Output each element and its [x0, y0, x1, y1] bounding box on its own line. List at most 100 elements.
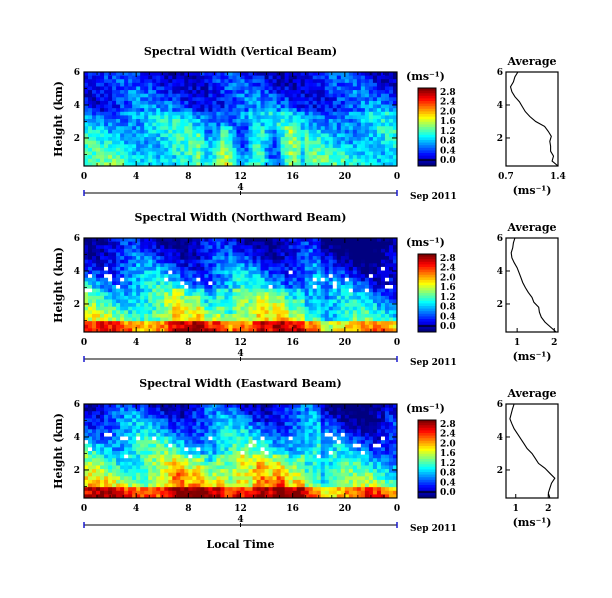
heatmap-cell — [284, 245, 290, 250]
heatmap-cell — [120, 137, 125, 142]
heatmap-cell — [352, 241, 358, 246]
heatmap-cell — [212, 248, 217, 253]
heatmap-cell — [228, 111, 233, 116]
heatmap-cell — [372, 292, 378, 297]
heatmap-cell — [156, 414, 161, 419]
heatmap-cell — [300, 245, 306, 250]
heatmap-cell — [120, 436, 125, 441]
heatmap-cell — [388, 313, 394, 318]
heatmap-cell — [336, 151, 342, 156]
heatmap-cell — [164, 451, 169, 456]
heatmap-cell — [168, 285, 173, 290]
heatmap-cell — [144, 158, 149, 163]
heatmap-cell — [368, 248, 374, 253]
heatmap-cell — [128, 93, 133, 98]
heatmap-cell — [336, 266, 342, 271]
heatmap-cell — [128, 447, 133, 452]
heatmap-cell — [168, 414, 173, 419]
heatmap-cell — [152, 144, 157, 149]
heatmap-cell — [204, 126, 209, 131]
heatmap-cell — [168, 97, 173, 102]
heatmap-cell — [248, 310, 253, 315]
heatmap-cell — [304, 129, 310, 134]
heatmap-cell — [228, 263, 233, 268]
heatmap-cell — [128, 306, 133, 311]
heatmap-cell — [244, 270, 249, 275]
heatmap-cell — [388, 321, 394, 326]
heatmap-cell — [312, 263, 318, 268]
heatmap-cell — [240, 292, 245, 297]
heatmap-cell — [332, 241, 338, 246]
heatmap-cell — [308, 277, 314, 282]
heatmap-cell — [204, 144, 209, 149]
heatmap-cell — [308, 155, 314, 160]
heatmap-cell — [284, 158, 290, 163]
heatmap-cell — [124, 111, 129, 116]
heatmap-cell — [224, 274, 229, 279]
heatmap-cell — [140, 270, 145, 275]
heatmap-cell — [184, 111, 189, 116]
heatmap-cell — [304, 252, 310, 257]
heatmap-cell — [304, 313, 310, 318]
heatmap-cell — [188, 122, 193, 127]
heatmap-cell — [252, 75, 257, 80]
heatmap-cell — [292, 303, 298, 308]
heatmap-cell — [132, 313, 137, 318]
colorbar-step — [418, 137, 436, 141]
heatmap-cell — [276, 241, 282, 246]
heatmap-cell — [180, 104, 185, 109]
heatmap-cell — [232, 313, 237, 318]
heatmap-cell — [160, 429, 165, 434]
heatmap-cell — [132, 476, 137, 481]
heatmap-cell — [136, 476, 141, 481]
heatmap-cell — [280, 295, 286, 300]
heatmap-cell — [216, 119, 221, 124]
heatmap-cell — [88, 259, 93, 264]
heatmap-cell — [168, 310, 173, 315]
heatmap-cell — [220, 126, 225, 131]
heatmap-cell — [120, 86, 125, 91]
heatmap-cell — [136, 288, 141, 293]
heatmap-cell — [144, 479, 149, 484]
heatmap-cell — [148, 411, 153, 416]
heatmap-cell — [112, 465, 117, 470]
heatmap-cell — [244, 90, 249, 95]
heatmap-cell — [160, 425, 165, 430]
heatmap-cell — [228, 288, 233, 293]
heatmap-cell — [312, 115, 318, 120]
heatmap-cell — [96, 299, 101, 304]
heatmap-cell — [96, 108, 101, 113]
heatmap-cell — [112, 440, 117, 445]
heatmap-cell — [172, 90, 177, 95]
heatmap-cell — [180, 263, 185, 268]
heatmap-cell — [296, 104, 302, 109]
heatmap-cell — [236, 303, 241, 308]
heatmap-cell — [260, 328, 265, 333]
heatmap-cell — [376, 126, 382, 131]
heatmap-cell — [112, 310, 117, 315]
heatmap-cell — [152, 274, 157, 279]
heatmap-cell — [136, 259, 141, 264]
heatmap-cell — [140, 79, 145, 84]
heatmap-cell — [340, 126, 346, 131]
heatmap-cell — [104, 158, 109, 163]
heatmap-cell — [104, 454, 109, 459]
heatmap-cell — [184, 133, 189, 138]
heatmap-cell — [316, 252, 322, 257]
heatmap-cell — [84, 454, 89, 459]
heatmap-cell — [388, 115, 394, 120]
heatmap-cell — [260, 104, 265, 109]
heatmap-cell — [100, 414, 105, 419]
heatmap-cell — [384, 93, 390, 98]
heatmap-cell — [84, 277, 89, 282]
heatmap-cell — [320, 119, 326, 124]
heatmap-cell — [152, 317, 157, 322]
heatmap-cell — [216, 79, 221, 84]
heatmap-cell — [164, 469, 169, 474]
heatmap-cell — [164, 288, 169, 293]
heatmap-cell — [260, 299, 265, 304]
heatmap-cell — [196, 155, 201, 160]
heatmap-cell — [272, 90, 278, 95]
heatmap-cell — [88, 266, 93, 271]
